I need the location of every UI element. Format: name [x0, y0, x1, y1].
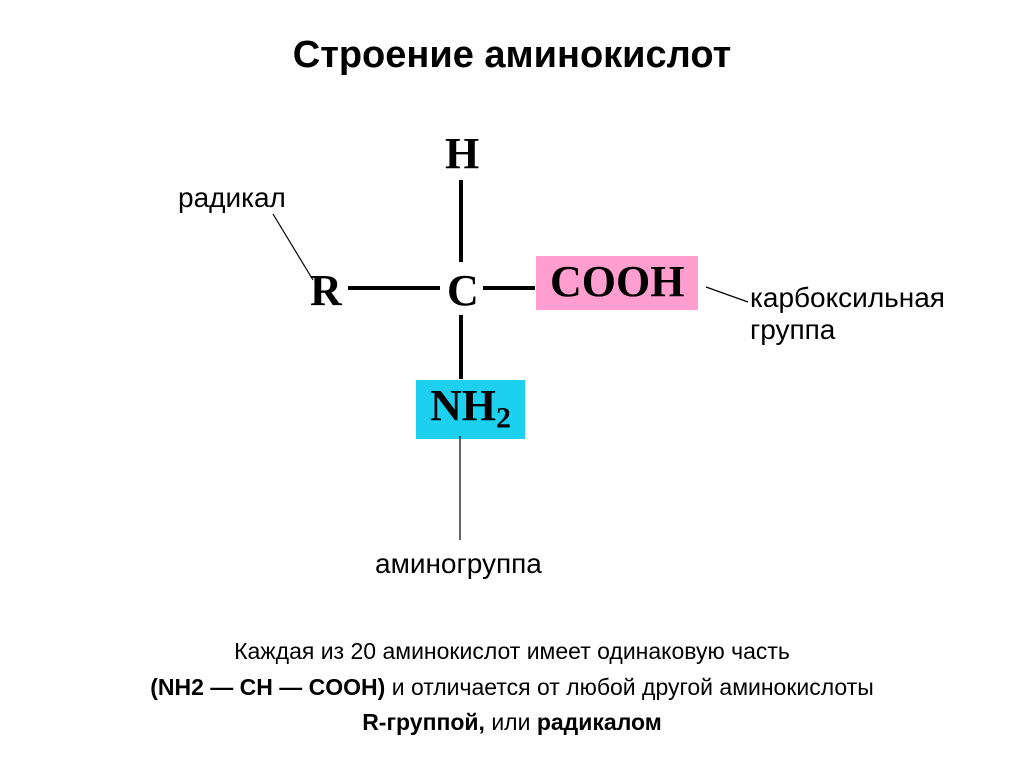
caption-radical: радикалом [537, 709, 662, 735]
caption-line2-suffix: и отличается от любой другой аминокислот… [385, 674, 873, 700]
radical-leader [273, 214, 313, 280]
carboxyl-leader [706, 287, 748, 302]
caption-formula: (NH2 — CH — COOH) [150, 674, 385, 700]
caption-or: или [485, 709, 537, 735]
caption-rgroup: R-группой, [362, 709, 485, 735]
caption-line1: Каждая из 20 аминокислот имеет одинакову… [234, 638, 790, 664]
caption: Каждая из 20 аминокислот имеет одинакову… [0, 634, 1024, 741]
slide: Строение аминокислот H R C COOH NH2 ради… [0, 0, 1024, 768]
